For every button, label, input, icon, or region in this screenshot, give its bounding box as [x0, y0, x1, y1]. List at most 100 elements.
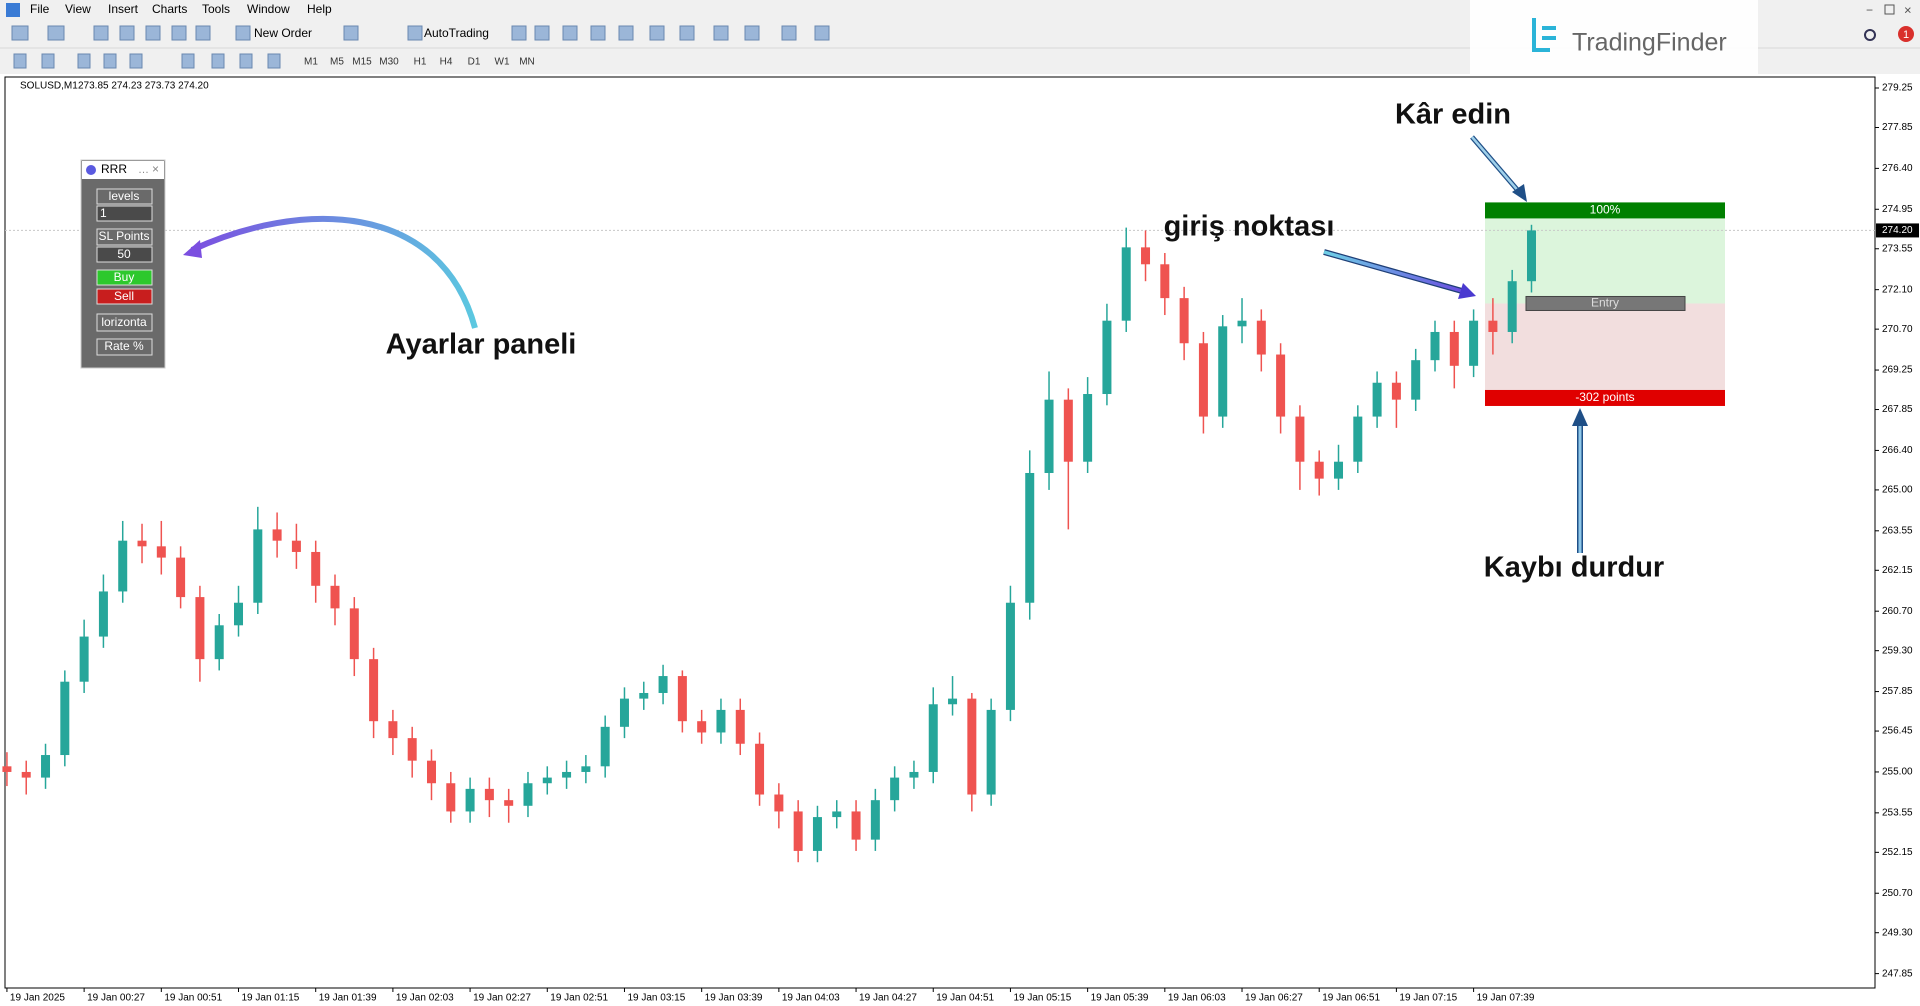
candle-body	[407, 738, 417, 761]
candle-body	[1179, 298, 1189, 344]
close-button[interactable]: ×	[1904, 2, 1912, 17]
timeframe-button[interactable]: H4	[440, 57, 453, 68]
timeframe-button[interactable]: W1	[495, 57, 510, 68]
y-tick-label: 267.85	[1882, 404, 1913, 415]
x-tick-label: 19 Jan 04:51	[936, 993, 994, 1004]
candle-body	[1372, 382, 1382, 417]
sell-button[interactable]	[96, 288, 153, 305]
logo-area	[1470, 0, 1758, 84]
menu-item[interactable]: Insert	[108, 2, 139, 16]
sl-annotation: Kaybı durdur	[1484, 552, 1664, 584]
candle-body	[1102, 320, 1112, 395]
timeframes: M1 M5 M15 M30 H1 H4 D1 W1 MN	[304, 57, 535, 68]
tp-arrow	[1471, 136, 1521, 194]
notification-count: 1	[1903, 29, 1909, 41]
x-tick-label: 19 Jan 03:39	[705, 993, 763, 1004]
candle-body	[1044, 399, 1054, 473]
horizontal-label: lorizonta	[101, 315, 147, 329]
candle-body	[1314, 461, 1324, 479]
timeframe-button[interactable]: D1	[468, 57, 481, 68]
menu-item[interactable]: Charts	[152, 2, 187, 16]
candle-body	[1276, 354, 1286, 417]
y-tick-label: 252.15	[1882, 847, 1913, 858]
panel-minimize[interactable]: …	[138, 164, 149, 176]
candle-body	[41, 755, 51, 778]
candle-body	[446, 783, 456, 812]
horizontal-button[interactable]	[96, 313, 153, 332]
timeframe-button[interactable]: M30	[379, 57, 399, 68]
new-order-button[interactable]: New Order	[254, 26, 312, 40]
levels-label-box	[96, 188, 153, 205]
candle-body	[948, 698, 958, 705]
levels-label: levels	[109, 189, 140, 203]
candle-body	[1025, 472, 1035, 603]
menu-item[interactable]: File	[30, 2, 50, 16]
sl-input[interactable]	[96, 246, 153, 263]
entry-label: Entry	[1591, 296, 1619, 310]
panel-arrow	[190, 215, 478, 329]
candle-body	[774, 794, 784, 812]
candle-body	[1237, 320, 1247, 327]
candle-body	[426, 760, 436, 784]
candle-body	[1430, 331, 1440, 361]
timeframe-button[interactable]: H1	[414, 57, 427, 68]
entry-arrow	[1323, 250, 1463, 293]
candle-body	[79, 636, 89, 682]
loss-zone	[1485, 303, 1725, 398]
timeframe-button[interactable]: M15	[352, 57, 372, 68]
candle-body	[330, 585, 340, 609]
y-tick-label: 257.85	[1882, 686, 1913, 697]
candle-body	[176, 557, 186, 598]
chart-quote: 273.85 274.23 273.73 274.20	[78, 81, 209, 92]
candle-body	[1218, 326, 1228, 417]
search-icon[interactable]	[1864, 29, 1876, 41]
candle-body	[619, 698, 629, 727]
x-tick-label: 19 Jan 06:51	[1322, 993, 1380, 1004]
candle-body	[1469, 320, 1479, 366]
levels-input[interactable]	[96, 205, 153, 222]
candle-body	[1353, 416, 1363, 462]
candle-body	[60, 681, 70, 756]
candle-body	[677, 676, 687, 722]
x-tick-label: 19 Jan 01:39	[319, 993, 377, 1004]
candle-body	[1391, 382, 1401, 400]
levels-value: 1	[100, 206, 107, 220]
candle-body	[137, 540, 147, 547]
y-tick-label: 274.95	[1882, 204, 1913, 215]
candle-body	[504, 800, 514, 806]
x-tick-label: 19 Jan 00:27	[87, 993, 145, 1004]
rrr-panel: RRR … × levels 1 SL Points 50 Buy Sell l…	[80, 159, 166, 369]
rate-button[interactable]	[96, 338, 153, 356]
profit-zone	[1485, 210, 1725, 304]
menu-item[interactable]: Help	[307, 2, 332, 16]
x-tick-label: 19 Jan 07:15	[1399, 993, 1457, 1004]
candle-body	[600, 726, 610, 767]
candle-body	[1160, 264, 1170, 299]
candle-body	[986, 709, 996, 795]
autotrading-button[interactable]: AutoTrading	[424, 26, 489, 40]
panel-close[interactable]: ×	[152, 162, 159, 176]
y-tick-label: 273.55	[1882, 243, 1913, 254]
chart: 279.25 277.85 276.40 274.95 273.55 272.10 270.…	[2, 83, 1919, 1004]
candle-body	[716, 709, 726, 733]
candle-body	[1063, 399, 1073, 462]
buy-button[interactable]	[96, 269, 153, 286]
x-tick-label: 19 Jan 06:27	[1245, 993, 1303, 1004]
candle-body	[253, 529, 263, 603]
candle-body	[639, 692, 649, 699]
candle-body	[542, 777, 552, 784]
menu-item[interactable]: Window	[247, 2, 290, 16]
timeframe-button[interactable]: M1	[304, 57, 318, 68]
menu-item[interactable]: View	[65, 2, 91, 16]
minimize-button[interactable]: −	[1866, 3, 1873, 17]
notification-badge[interactable]	[1898, 26, 1914, 42]
timeframe-button[interactable]: M5	[330, 57, 344, 68]
maximize-button[interactable]	[1884, 4, 1895, 15]
timeframe-button[interactable]: MN	[519, 57, 535, 68]
candle-body	[562, 771, 572, 778]
menu-item[interactable]: Tools	[202, 2, 230, 16]
candle-body	[697, 721, 707, 733]
candle-body	[890, 777, 900, 801]
x-tick-label: 19 Jan 02:03	[396, 993, 454, 1004]
